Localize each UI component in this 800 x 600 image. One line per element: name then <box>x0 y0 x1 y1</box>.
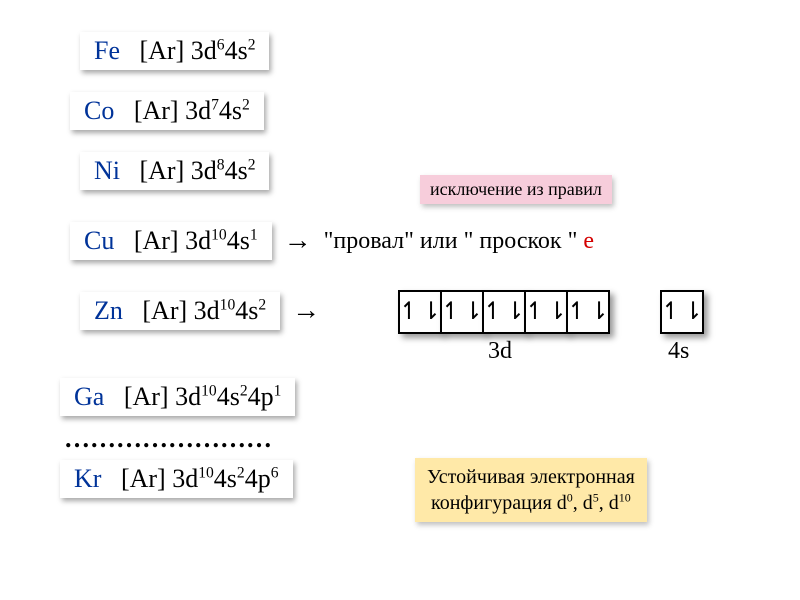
label-4s: 4s <box>668 338 689 365</box>
zn-config: [Ar] 3d104s2 <box>142 296 266 325</box>
spin-up-icon: ↿ <box>525 300 545 324</box>
ga-s-n: 2 <box>240 382 248 399</box>
cu-core: [Ar] <box>134 226 179 255</box>
co-row: Co [Ar] 3d74s2 <box>70 92 264 130</box>
stable-prefix: конфигурация d <box>431 492 567 514</box>
spin-down-icon: ⇂ <box>421 300 441 324</box>
co-config: [Ar] 3d74s2 <box>134 96 250 125</box>
kr-row: Kr [Ar] 3d104s24p6 <box>60 460 293 498</box>
stable-mid2: , d <box>599 492 619 514</box>
exception-label: исключение из правил <box>420 175 612 204</box>
dots-row: …………………… <box>64 424 272 454</box>
orbital-3d-1: ↿⇂ <box>398 290 442 334</box>
fe-box: Fe [Ar] 3d64s2 <box>80 32 269 70</box>
proval-e: е <box>583 228 594 254</box>
stable-mid1: , d <box>573 492 593 514</box>
fe-config: [Ar] 3d64s2 <box>140 36 256 65</box>
kr-box: Kr [Ar] 3d104s24p6 <box>60 460 293 498</box>
ga-core: [Ar] <box>124 382 169 411</box>
spin-up-icon: ↿ <box>441 300 461 324</box>
ga-symbol: Ga <box>74 382 104 411</box>
co-symbol: Co <box>84 96 114 125</box>
orbital-4s-1: ↿⇂ <box>660 290 704 334</box>
cu-row: Cu [Ar] 3d104s1 → "провал" или " проскок… <box>70 222 594 260</box>
spin-down-icon: ⇂ <box>589 300 609 324</box>
zn-s-n: 2 <box>258 296 266 313</box>
zn-arrow: → <box>292 295 320 327</box>
ni-s-n: 2 <box>248 156 256 173</box>
ga-d-n: 10 <box>201 382 217 399</box>
zn-row: Zn [Ar] 3d104s2 → <box>80 292 320 330</box>
stable-config-box: Устойчивая электронная конфигурация d0, … <box>415 458 647 522</box>
spin-down-icon: ⇂ <box>547 300 567 324</box>
stable-sup10: 10 <box>619 490 631 504</box>
orbital-3d-5: ↿⇂ <box>566 290 610 334</box>
co-box: Co [Ar] 3d74s2 <box>70 92 264 130</box>
kr-symbol: Kr <box>74 464 101 493</box>
spin-up-icon: ↿ <box>399 300 419 324</box>
spin-down-icon: ⇂ <box>683 300 703 324</box>
kr-core: [Ar] <box>121 464 166 493</box>
ga-p-n: 1 <box>274 382 282 399</box>
stable-line2: конфигурация d0, d5, d10 <box>431 492 631 514</box>
ga-config: [Ar] 3d104s24p1 <box>124 382 282 411</box>
zn-symbol: Zn <box>94 296 123 325</box>
ga-box: Ga [Ar] 3d104s24p1 <box>60 378 295 416</box>
orbital-3d-2: ↿⇂ <box>440 290 484 334</box>
orbital-3d-4: ↿⇂ <box>524 290 568 334</box>
kr-p-n: 6 <box>271 464 279 481</box>
kr-config: [Ar] 3d104s24p6 <box>121 464 279 493</box>
stable-line1: Устойчивая электронная <box>427 466 635 488</box>
cu-symbol: Cu <box>84 226 114 255</box>
fe-core: [Ar] <box>140 36 185 65</box>
proval-text: "провал" или " проскок " е <box>324 228 594 255</box>
zn-core: [Ar] <box>142 296 187 325</box>
cu-arrow: → <box>284 225 312 257</box>
kr-d-n: 10 <box>198 464 214 481</box>
ni-row: Ni [Ar] 3d84s2 <box>80 152 269 190</box>
ni-core: [Ar] <box>140 156 185 185</box>
label-3d: 3d <box>488 338 512 365</box>
proval-prefix: "провал" или " проскок " <box>324 228 584 254</box>
ni-box: Ni [Ar] 3d84s2 <box>80 152 269 190</box>
cu-d-n: 10 <box>211 226 227 243</box>
cu-config: [Ar] 3d104s1 <box>134 226 258 255</box>
spin-down-icon: ⇂ <box>463 300 483 324</box>
co-core: [Ar] <box>134 96 179 125</box>
spin-up-icon: ↿ <box>661 300 681 324</box>
co-d-n: 7 <box>211 96 219 113</box>
cu-s-n: 1 <box>250 226 258 243</box>
kr-s-n: 2 <box>237 464 245 481</box>
spin-up-icon: ↿ <box>567 300 587 324</box>
fe-d-n: 6 <box>217 36 225 53</box>
orbital-diagram: ↿⇂ ↿⇂ ↿⇂ ↿⇂ ↿⇂ ↿⇂ <box>398 290 704 334</box>
spin-down-icon: ⇂ <box>505 300 525 324</box>
fe-s-n: 2 <box>248 36 256 53</box>
zn-d-n: 10 <box>220 296 236 313</box>
cu-box: Cu [Ar] 3d104s1 <box>70 222 272 260</box>
ni-symbol: Ni <box>94 156 120 185</box>
spin-up-icon: ↿ <box>483 300 503 324</box>
ni-d-n: 8 <box>217 156 225 173</box>
ga-row: Ga [Ar] 3d104s24p1 <box>60 378 295 416</box>
ni-config: [Ar] 3d84s2 <box>140 156 256 185</box>
exception-text: исключение из правил <box>430 179 602 199</box>
orbital-3d-3: ↿⇂ <box>482 290 526 334</box>
co-s-n: 2 <box>242 96 250 113</box>
zn-box: Zn [Ar] 3d104s2 <box>80 292 280 330</box>
fe-symbol: Fe <box>94 36 120 65</box>
fe-row: Fe [Ar] 3d64s2 <box>80 32 269 70</box>
